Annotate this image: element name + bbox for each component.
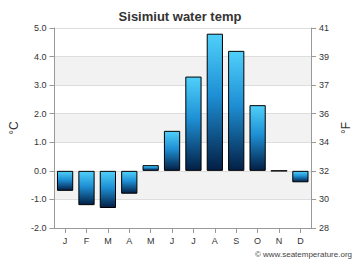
svg-text:N: N (276, 236, 283, 246)
svg-text:0.0: 0.0 (34, 166, 47, 176)
svg-text:36: 36 (319, 109, 329, 119)
svg-text:30: 30 (319, 194, 329, 204)
svg-text:3.0: 3.0 (34, 80, 47, 90)
svg-text:39: 39 (319, 52, 329, 62)
svg-text:-2.0: -2.0 (31, 223, 47, 233)
svg-text:M: M (147, 236, 155, 246)
svg-text:M: M (104, 236, 112, 246)
svg-text:32: 32 (319, 166, 329, 176)
svg-text:28: 28 (319, 223, 329, 233)
svg-text:© www.seatemperature.org: © www.seatemperature.org (255, 250, 352, 259)
svg-text:1.0: 1.0 (34, 137, 47, 147)
svg-text:J: J (191, 236, 196, 246)
svg-text:A: A (126, 236, 132, 246)
svg-text:°C: °C (7, 121, 21, 135)
svg-text:D: D (297, 236, 304, 246)
svg-text:-1.0: -1.0 (31, 194, 47, 204)
svg-text:2.0: 2.0 (34, 109, 47, 119)
svg-text:J: J (63, 236, 68, 246)
svg-text:5.0: 5.0 (34, 23, 47, 33)
svg-text:S: S (233, 236, 239, 246)
svg-text:F: F (84, 236, 90, 246)
svg-text:4.0: 4.0 (34, 52, 47, 62)
svg-text:A: A (212, 236, 218, 246)
svg-text:°F: °F (339, 122, 353, 134)
svg-text:41: 41 (319, 23, 329, 33)
svg-text:37: 37 (319, 80, 329, 90)
svg-text:O: O (254, 236, 261, 246)
svg-text:J: J (170, 236, 175, 246)
svg-text:Sisimiut water temp: Sisimiut water temp (119, 9, 242, 24)
svg-text:34: 34 (319, 137, 329, 147)
